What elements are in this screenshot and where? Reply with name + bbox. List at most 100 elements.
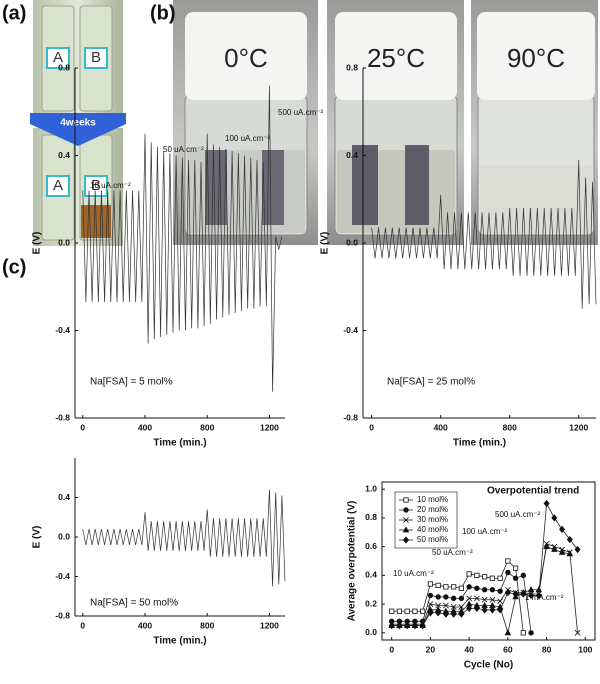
marker (466, 595, 473, 602)
legend-marker (403, 517, 409, 523)
y-tick-label: 0.0 (346, 237, 358, 247)
marker (566, 535, 573, 544)
marker (566, 550, 574, 557)
marker (404, 608, 410, 614)
y-tick-label: 0.4 (58, 150, 70, 160)
panel-label: (c) (2, 256, 26, 278)
y-tick-label: -0.8 (343, 412, 358, 422)
annotation: 10 uA.cm⁻² (90, 181, 131, 190)
marker (435, 594, 441, 600)
marker (520, 590, 527, 598)
marker (505, 558, 511, 564)
annotation: 500 uA.cm⁻² (495, 510, 540, 519)
marker (473, 595, 480, 602)
marker (427, 601, 434, 607)
marker (450, 604, 457, 610)
marker (450, 610, 457, 618)
x-tick-label: 1200 (260, 620, 279, 630)
photo-b: 0°C 25°C 90°C (173, 0, 598, 245)
y-tick-label: 0.8 (58, 62, 70, 72)
marker (482, 574, 488, 580)
marker (396, 622, 403, 630)
marker (574, 545, 581, 554)
x-tick-label: 0 (80, 422, 85, 432)
y-tick-label: 0.0 (58, 237, 70, 247)
marker (512, 575, 519, 581)
data-line (391, 546, 570, 633)
legend-marker (403, 507, 409, 513)
vial-label: A (53, 49, 63, 66)
marker (458, 585, 464, 591)
x-tick-label: 1200 (569, 422, 588, 432)
x-tick-label: 0 (389, 644, 394, 654)
y-tick-label: -0.4 (343, 325, 358, 335)
marker (481, 606, 488, 614)
vial-label: B (91, 177, 101, 194)
x-tick-label: 1200 (260, 422, 279, 432)
y-tick-label: -0.8 (55, 610, 70, 620)
marker (497, 606, 504, 614)
marker (451, 584, 457, 590)
y-tick-label: 0.8 (346, 62, 358, 72)
annotation: 10 uA.cm⁻² (393, 569, 434, 578)
x-tick-label: 800 (200, 620, 214, 630)
vial-label: A (53, 177, 63, 194)
y-tick-label: 0.4 (58, 492, 70, 502)
y-tick-label: 0.8 (365, 512, 377, 522)
marker (504, 588, 511, 597)
y-tick-label: -0.4 (55, 571, 70, 581)
marker (435, 602, 442, 609)
annotation: Na[FSA] = 25 mol% (387, 377, 475, 388)
marker (543, 542, 550, 550)
annotation: 50 uA.cm⁻² (432, 548, 473, 557)
marker (497, 575, 503, 581)
y-tick-label: 0.6 (365, 541, 377, 551)
plot-frame (381, 481, 596, 641)
annotation: Na[FSA] = 50 mol% (90, 598, 178, 609)
y-axis-title: E (V) (32, 232, 43, 255)
marker (513, 565, 519, 571)
data-line (82, 85, 283, 392)
marker (559, 525, 566, 534)
legend-label: 20 mol% (417, 505, 448, 514)
legend-label: 10 mol% (417, 495, 448, 504)
marker (435, 609, 442, 617)
y-axis-title: Average overpotential (V) (347, 501, 358, 622)
marker (427, 581, 434, 587)
x-tick-label: 20 (426, 644, 436, 654)
legend-marker (402, 536, 410, 544)
annotation: Na[FSA] = 5 mol% (90, 377, 173, 388)
marker (474, 585, 480, 591)
marker (543, 499, 550, 508)
marker (458, 595, 465, 602)
photo-a: A B A B 4weeks (30, 0, 126, 246)
marker (466, 584, 472, 590)
x-tick-label: 800 (503, 422, 517, 432)
marker (528, 591, 535, 600)
marker (520, 572, 527, 579)
y-axis-title: E (V) (32, 526, 43, 549)
arrow-label: 4weeks (60, 118, 96, 129)
marker (427, 592, 434, 599)
marker (435, 582, 441, 589)
legend-label: 40 mol% (417, 525, 448, 534)
annotation: 100 uA.cm⁻² (225, 134, 270, 143)
x-tick-label: 40 (464, 644, 474, 654)
marker (443, 584, 449, 590)
legend-label: 30 mol% (417, 515, 448, 524)
x-axis-title: Time (min.) (153, 438, 206, 449)
y-tick-label: -0.4 (55, 325, 70, 335)
marker (489, 575, 495, 581)
marker (404, 622, 411, 630)
marker (520, 630, 526, 636)
marker (528, 630, 534, 636)
cap (477, 12, 595, 100)
marker (551, 545, 558, 552)
marker (481, 587, 488, 593)
temperature: 25°C (367, 43, 425, 73)
y-axis-title: E (V) (320, 232, 331, 255)
marker (574, 629, 581, 636)
marker (458, 610, 465, 618)
